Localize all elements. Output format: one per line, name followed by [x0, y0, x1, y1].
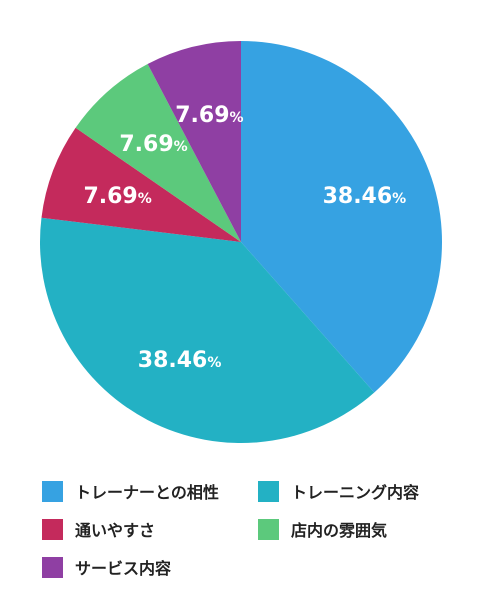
data-label: 7.69% [119, 132, 187, 157]
legend-item: トレーニング内容 [258, 478, 419, 504]
data-label: 38.46% [138, 348, 222, 373]
legend-swatch [42, 518, 63, 540]
data-label: 7.69% [83, 184, 151, 209]
legend-item: トレーナーとの相性 [42, 478, 219, 504]
legend-label: 通いやすさ [75, 521, 156, 540]
pie-slice [39, 217, 375, 444]
legend-label: サービス内容 [75, 559, 172, 578]
pie-slice [75, 64, 241, 242]
data-label: 7.69% [175, 103, 243, 128]
pie-slice [241, 41, 443, 393]
legend-swatch [258, 480, 279, 502]
data-label: 38.46% [323, 184, 407, 209]
legend-swatch [42, 480, 63, 502]
legend-item: サービス内容 [42, 554, 171, 580]
legend-item: 通いやすさ [42, 516, 155, 542]
legend: トレーナーとの相性 トレーニング内容 通いやすさ 店内の雰囲気 サービス内容 [0, 470, 482, 590]
legend-swatch [42, 556, 63, 578]
legend-item: 店内の雰囲気 [258, 516, 387, 542]
legend-label: トレーニング内容 [291, 483, 420, 502]
legend-swatch [258, 518, 279, 540]
pie-slice [41, 127, 241, 242]
pie-plot-area: 38.46% 38.46% 7.69% 7.69% 7.69% [39, 41, 443, 444]
legend-label: トレーナーとの相性 [75, 483, 219, 502]
pie-slice [147, 41, 241, 242]
legend-label: 店内の雰囲気 [291, 521, 388, 540]
